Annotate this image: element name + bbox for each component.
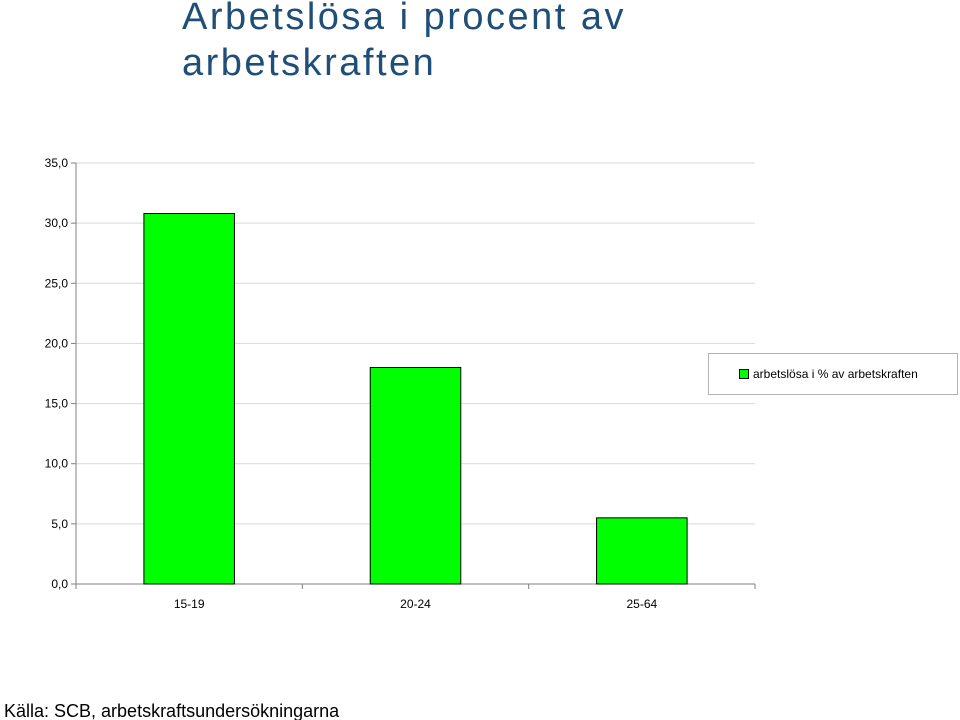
bar-15-19 [143, 213, 235, 585]
source-note: Källa: SCB, arbetskraftsundersökningarna [4, 701, 340, 720]
y-tick-label: 0,0 [51, 577, 68, 591]
y-tick-label: 5,0 [51, 517, 68, 531]
chart-title: Arbetslösa i procent av arbetskraften [182, 0, 627, 84]
y-tick-label: 30,0 [45, 216, 69, 230]
y-tick-label: 15,0 [45, 397, 69, 411]
legend-label: arbetslösa i % av arbetskraften [753, 367, 918, 381]
x-tick-label: 15-19 [174, 597, 205, 611]
y-tick-label: 35,0 [45, 156, 69, 170]
legend-swatch [739, 369, 749, 379]
x-tick-label: 20-24 [400, 597, 431, 611]
y-tick-label: 25,0 [45, 276, 69, 290]
y-tick-label: 20,0 [45, 336, 69, 350]
bar-25-64 [596, 517, 688, 585]
y-tick-label: 10,0 [45, 457, 69, 471]
x-tick-label: 25-64 [626, 597, 657, 611]
bar-20-24 [369, 366, 462, 585]
chart-legend: arbetslösa i % av arbetskraften [708, 353, 958, 395]
